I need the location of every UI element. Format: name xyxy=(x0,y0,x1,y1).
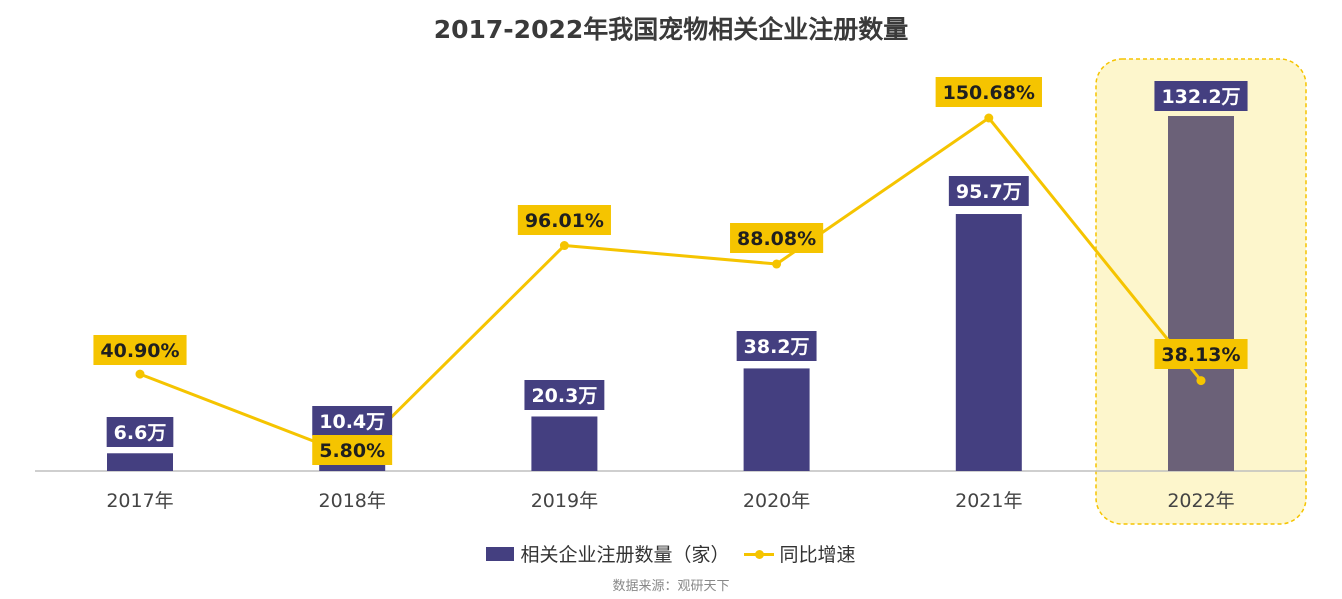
growth-value-label: 88.08% xyxy=(730,223,824,253)
bar-value-label: 38.2万 xyxy=(736,331,817,361)
bar-value-label-text: 10.4万 xyxy=(319,411,385,433)
chart-legend: 相关企业注册数量（家） 同比增速 xyxy=(0,540,1342,567)
growth-point xyxy=(772,259,782,269)
growth-value-label: 38.13% xyxy=(1154,339,1248,369)
bar-value-label: 95.7万 xyxy=(948,176,1029,206)
legend-item-bars: 相关企业注册数量（家） xyxy=(486,540,730,567)
bar-value-label-text: 6.6万 xyxy=(114,422,167,444)
bar xyxy=(107,453,173,471)
growth-value-label-text: 38.13% xyxy=(1161,344,1240,366)
bar-value-label: 10.4万 xyxy=(312,406,393,436)
growth-value-label-text: 96.01% xyxy=(525,210,604,232)
bar-value-label-text: 95.7万 xyxy=(956,181,1022,203)
growth-value-label-text: 88.08% xyxy=(737,228,816,250)
bar xyxy=(1168,116,1234,471)
growth-point xyxy=(559,241,569,251)
bar xyxy=(743,368,810,471)
legend-line-label: 同比增速 xyxy=(779,544,856,566)
growth-point xyxy=(135,369,145,379)
growth-point xyxy=(984,113,994,123)
legend-bar-label: 相关企业注册数量（家） xyxy=(520,544,730,566)
growth-value-label-text: 40.90% xyxy=(100,340,179,362)
bar-value-label-text: 132.2万 xyxy=(1161,86,1240,108)
legend-item-line: 同比增速 xyxy=(743,540,856,567)
bar xyxy=(955,214,1022,471)
legend-line-swatch xyxy=(743,547,774,561)
bar-value-label: 132.2万 xyxy=(1154,81,1248,111)
bar-value-label-text: 38.2万 xyxy=(744,336,810,358)
bar-value-label: 6.6万 xyxy=(106,417,174,447)
x-tick-label: 2020年 xyxy=(743,490,810,512)
x-tick-label: 2022年 xyxy=(1167,490,1234,512)
chart-title: 2017-2022年我国宠物相关企业注册数量 xyxy=(433,15,909,44)
bar-value-label: 20.3万 xyxy=(524,380,605,410)
x-tick-label: 2017年 xyxy=(106,490,173,512)
growth-value-label: 40.90% xyxy=(93,335,187,365)
growth-value-label: 96.01% xyxy=(517,205,611,235)
legend-bar-swatch xyxy=(486,546,515,561)
growth-value-label: 150.68% xyxy=(935,77,1042,107)
growth-point xyxy=(1196,376,1206,386)
x-tick-label: 2018年 xyxy=(319,490,386,512)
bar-value-label-text: 20.3万 xyxy=(531,385,597,407)
growth-value-label-text: 150.68% xyxy=(943,82,1035,104)
x-tick-label: 2021年 xyxy=(955,490,1022,512)
growth-line xyxy=(139,116,1203,458)
bar xyxy=(531,416,598,471)
x-tick-label: 2019年 xyxy=(531,490,598,512)
growth-value-label-text: 5.80% xyxy=(319,440,385,462)
growth-value-label: 5.80% xyxy=(312,435,393,465)
source-note: 数据来源：观研天下 xyxy=(612,579,730,594)
